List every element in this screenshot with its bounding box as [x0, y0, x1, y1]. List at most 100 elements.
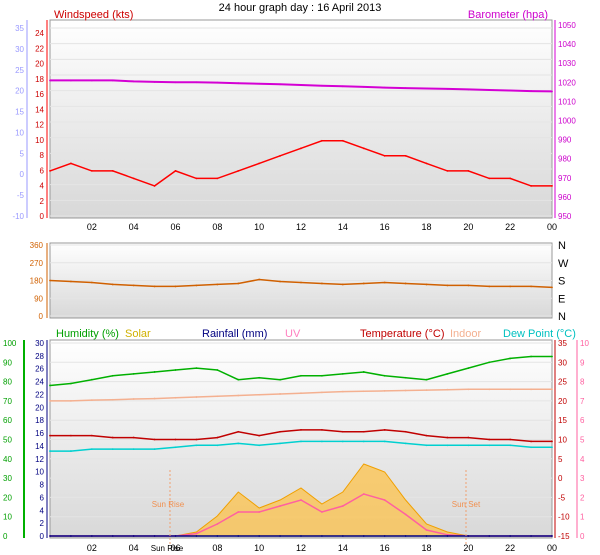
- indoor-line-point: [321, 391, 323, 394]
- barometer-line-point: [49, 79, 51, 82]
- uv-line-point: [425, 529, 428, 531]
- direction-line-point: [425, 283, 428, 286]
- direction-tick-label: 270: [30, 259, 44, 268]
- direction-line-point: [132, 284, 135, 287]
- compass-label: N: [558, 240, 566, 252]
- dewpoint-line-point: [362, 440, 365, 443]
- temperature-line-point: [70, 434, 72, 437]
- wind-x-ticks: 02 04 06 08 10 12 14 16 18 20 22 00: [87, 222, 557, 232]
- indoor-line-point: [488, 388, 491, 391]
- barometer-line-point: [321, 84, 323, 87]
- x-tick-label: 08: [212, 543, 222, 553]
- wind-red-tick-label: 8: [40, 151, 45, 160]
- indoor-line-point: [383, 389, 386, 392]
- wind-ticks-blue: 35 30 25 20 15 10 5 0 -5 -10: [12, 24, 24, 221]
- dewpoint-line-point: [90, 448, 93, 451]
- indoor-label: Indoor: [450, 328, 482, 340]
- dewpoint-line-point: [300, 440, 302, 443]
- windspeed-line-point: [321, 139, 323, 142]
- humidity-line-point: [551, 355, 553, 358]
- wind-red-tick-label: 2: [40, 197, 45, 206]
- direction-line-point: [321, 282, 323, 285]
- indoor-line-point: [300, 392, 302, 395]
- temperature-line-point: [530, 440, 532, 443]
- wind-blue-tick-label: 25: [15, 66, 24, 75]
- uv-tick-label: 7: [580, 397, 585, 406]
- direction-line-point: [446, 284, 449, 287]
- wind-red-tick-label: 14: [35, 105, 44, 114]
- indoor-line-point: [279, 393, 281, 395]
- rainfall-line-point: [216, 535, 219, 537]
- humidity-line-point: [49, 384, 51, 387]
- temperature-line-point: [279, 430, 281, 433]
- barometer-line-point: [153, 81, 156, 83]
- direction-gridlines: [50, 244, 552, 317]
- humidity-tick-label: 100: [3, 339, 17, 348]
- rainfall-line-point: [509, 535, 512, 537]
- compass-label: W: [558, 258, 569, 270]
- direction-tick-label: 360: [30, 241, 44, 250]
- uv-label: UV: [285, 328, 301, 340]
- x-tick-label: 10: [254, 543, 264, 553]
- dewpoint-line-point: [174, 446, 177, 449]
- wind-blue-tick-label: 5: [20, 149, 25, 158]
- rainfall-line-point: [383, 535, 386, 537]
- indoor-line-point: [467, 388, 470, 391]
- direction-line-point: [90, 281, 93, 284]
- windspeed-line-point: [362, 147, 365, 150]
- temperature-line-point: [341, 430, 344, 433]
- indoor-line-point: [111, 398, 114, 401]
- humidity-label: Humidity (%): [56, 328, 119, 340]
- uv-tick-label: 10: [580, 339, 589, 348]
- dewpoint-line-point: [509, 444, 512, 447]
- wind-gridlines: [50, 27, 552, 217]
- rainfall-line-point: [279, 535, 281, 537]
- windspeed-line-point: [300, 147, 302, 150]
- uv-tick-label: 8: [580, 378, 585, 387]
- direction-line-point: [551, 286, 553, 289]
- x-tick-label: 00: [547, 543, 557, 553]
- dewpoint-line-point: [446, 444, 449, 447]
- temperature-line-point: [195, 438, 198, 441]
- temperature-tick-label: -15: [558, 532, 570, 541]
- uv-tick-label: 1: [580, 513, 585, 522]
- barometer-line-point: [362, 85, 365, 88]
- indoor-line-point: [509, 388, 512, 391]
- temperature-line-point: [90, 434, 93, 437]
- dewpoint-line-point: [258, 444, 261, 447]
- barometer-line-point: [70, 79, 72, 82]
- barometer-line-point: [216, 81, 219, 84]
- wind-red-tick-label: 20: [35, 60, 44, 69]
- x-tick-label: 02: [87, 543, 97, 553]
- wind-red-tick-label: 10: [35, 136, 44, 145]
- windspeed-line-point: [467, 169, 470, 172]
- dewpoint-line-point: [70, 450, 72, 452]
- uv-line-point: [383, 499, 386, 501]
- x-tick-label: 18: [421, 222, 431, 232]
- compass-label: N: [558, 311, 566, 323]
- rain-tick-label: 14: [35, 442, 44, 451]
- barometer-line-point: [425, 87, 428, 90]
- direction-line-point: [362, 282, 365, 285]
- wind-red-tick-label: 12: [35, 121, 44, 130]
- humidity-line-point: [321, 374, 323, 377]
- x-tick-label: 20: [463, 222, 473, 232]
- temperature-line-point: [132, 436, 135, 439]
- x-tick-label: 20: [463, 543, 473, 553]
- dewpoint-line-point: [237, 442, 240, 445]
- indoor-line-point: [237, 394, 240, 397]
- x-tick-label: 02: [87, 222, 97, 232]
- temperature-line-point: [446, 436, 449, 439]
- dewpoint-line-point: [49, 450, 51, 452]
- barometer-line-point: [90, 79, 93, 82]
- windspeed-line-point: [551, 185, 553, 187]
- rainfall-line-point: [174, 535, 177, 537]
- rain-tick-label: 20: [35, 403, 44, 412]
- humidity-tick-label: 10: [3, 513, 12, 522]
- barometer-line-point: [530, 90, 532, 92]
- dewpoint-line-point: [467, 444, 470, 447]
- indoor-line-point: [49, 400, 51, 402]
- indoor-line-point: [70, 400, 72, 402]
- humidity-line-point: [279, 378, 281, 381]
